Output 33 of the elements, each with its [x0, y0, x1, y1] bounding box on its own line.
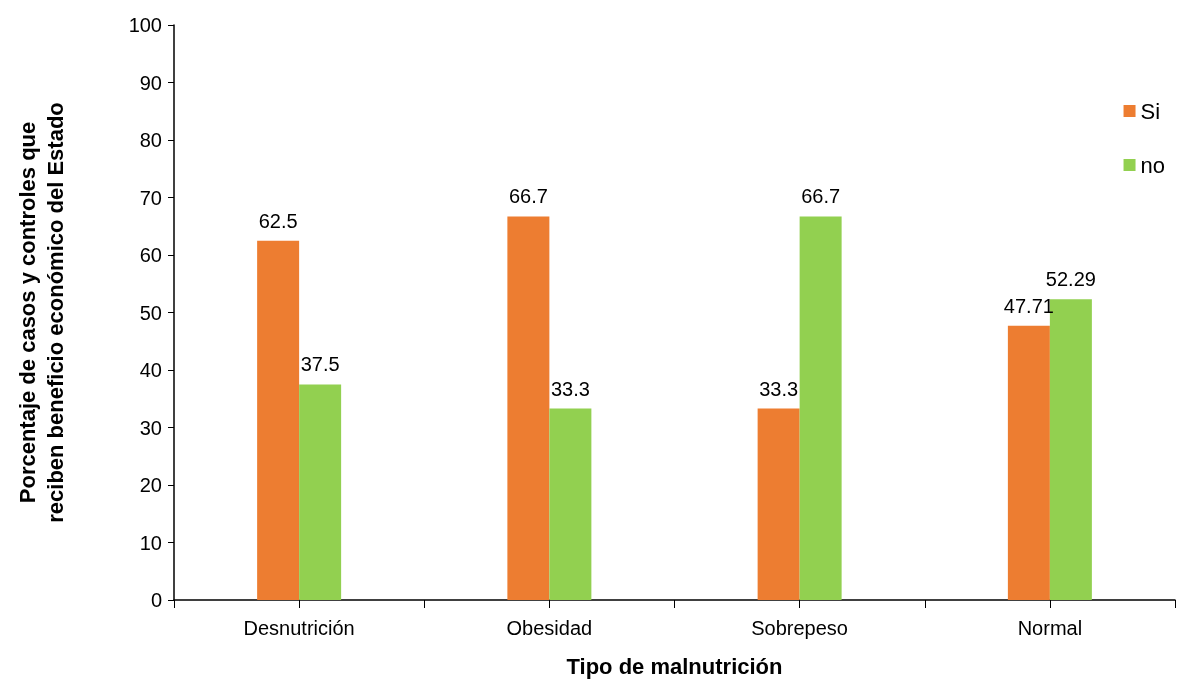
y-tick-label: 30	[139, 416, 162, 439]
legend-label: Si	[1140, 98, 1161, 124]
legend-label: no	[1140, 152, 1166, 178]
bar	[507, 216, 550, 600]
y-tick-label: 50	[139, 301, 162, 324]
y-tick-label: 100	[128, 14, 162, 36]
data-label: 62.5	[258, 209, 298, 232]
x-tick-label: Sobrepeso	[751, 617, 848, 639]
y-tick-label: 80	[139, 129, 162, 151]
bar	[757, 408, 800, 600]
y-tick-label: 90	[139, 71, 162, 94]
y-tick-label: 0	[150, 589, 162, 611]
bar	[257, 240, 300, 600]
bar	[1007, 325, 1050, 600]
data-label: 66.7	[508, 185, 548, 208]
y-tick-label: 20	[139, 474, 162, 496]
data-label: 33.3	[759, 377, 799, 400]
data-label: 66.7	[801, 185, 841, 208]
y-tick-label: 10	[139, 531, 162, 554]
data-label: 37.5	[300, 353, 340, 376]
y-tick-label: 60	[139, 244, 162, 266]
bar	[799, 216, 842, 600]
bar	[299, 384, 342, 600]
y-tick-label: 40	[139, 359, 162, 381]
y-tick-label: 70	[139, 186, 162, 209]
bar	[549, 408, 592, 600]
x-tick-label: Obesidad	[506, 617, 593, 639]
x-tick-label: Normal	[1017, 617, 1083, 639]
data-label: 52.29	[1045, 268, 1096, 291]
x-axis-title: Tipo de malnutrición	[566, 653, 783, 679]
y-axis-title: Porcentaje de casos y controles que reciben beneficio económico del Estado	[14, 102, 68, 523]
data-label: 33.3	[550, 377, 590, 400]
x-tick-label: Desnutrición	[243, 617, 355, 639]
